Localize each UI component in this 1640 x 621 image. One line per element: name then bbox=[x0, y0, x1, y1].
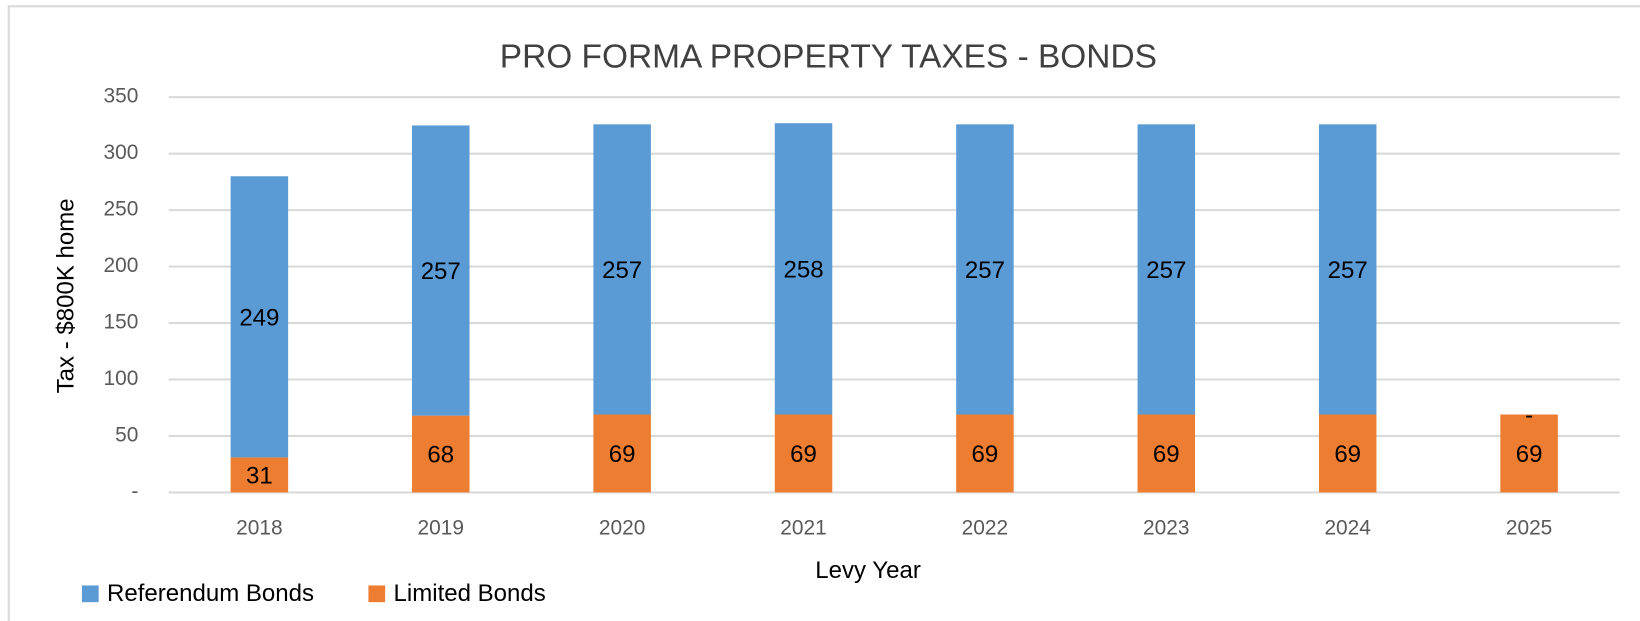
data-label: 257 bbox=[1146, 257, 1186, 284]
y-tick-label: 200 bbox=[104, 254, 139, 277]
x-tick-label: 2019 bbox=[418, 517, 464, 540]
chart-title: PRO FORMA PROPERTY TAXES - BONDS bbox=[500, 38, 1157, 75]
y-tick-label: 250 bbox=[104, 198, 139, 221]
data-label: 69 bbox=[1334, 441, 1361, 468]
bar-segment bbox=[774, 414, 833, 493]
y-tick-label: 50 bbox=[115, 423, 138, 446]
x-tick-label: 2020 bbox=[599, 517, 645, 540]
bar-segment bbox=[412, 415, 470, 493]
bar-segment bbox=[956, 414, 1014, 493]
bar-segment bbox=[1137, 414, 1196, 493]
data-label: 69 bbox=[790, 441, 817, 468]
data-label: 69 bbox=[1153, 441, 1180, 468]
bar-segment bbox=[230, 457, 289, 493]
bar-segment bbox=[774, 123, 833, 415]
bar-segment bbox=[1318, 124, 1377, 415]
y-tick-label: 300 bbox=[104, 141, 139, 164]
data-label: - bbox=[1525, 402, 1533, 429]
data-label: 257 bbox=[1328, 257, 1368, 284]
bar-segment bbox=[230, 176, 289, 458]
data-label: 69 bbox=[1516, 441, 1543, 468]
bar-segment bbox=[1500, 414, 1558, 493]
data-label: 68 bbox=[427, 441, 454, 468]
x-tick-label: 2024 bbox=[1324, 517, 1370, 540]
data-label: 257 bbox=[602, 257, 642, 284]
legend-label: Referendum Bonds bbox=[107, 580, 314, 607]
x-tick-label: 2025 bbox=[1506, 517, 1552, 540]
y-tick-label: 150 bbox=[104, 311, 139, 334]
bar-segment bbox=[956, 124, 1014, 415]
data-label: 69 bbox=[609, 441, 636, 468]
bar-segment bbox=[412, 125, 470, 416]
data-label: 31 bbox=[246, 462, 273, 489]
bar-segment bbox=[593, 124, 651, 415]
legend-swatch bbox=[368, 585, 386, 603]
y-tick-label: 100 bbox=[104, 367, 139, 390]
data-label: 258 bbox=[783, 256, 823, 283]
y-tick-label: - bbox=[131, 480, 138, 503]
data-label: 249 bbox=[239, 304, 279, 331]
bar-segment bbox=[593, 414, 651, 493]
x-tick-label: 2023 bbox=[1143, 517, 1189, 540]
legend-label: Limited Bonds bbox=[394, 580, 546, 607]
bar-segment bbox=[1137, 124, 1196, 415]
data-label: 69 bbox=[972, 441, 999, 468]
x-axis-title: Levy Year bbox=[815, 557, 921, 584]
x-tick-label: 2022 bbox=[962, 517, 1008, 540]
bar-segment bbox=[1318, 414, 1377, 493]
data-label: 257 bbox=[965, 257, 1005, 284]
legend-swatch bbox=[81, 585, 99, 603]
y-axis-title: Tax - $800K home bbox=[53, 198, 80, 393]
data-label: 257 bbox=[421, 258, 461, 285]
y-tick-label: 350 bbox=[104, 85, 139, 108]
x-tick-label: 2021 bbox=[780, 517, 826, 540]
x-tick-label: 2018 bbox=[236, 517, 282, 540]
